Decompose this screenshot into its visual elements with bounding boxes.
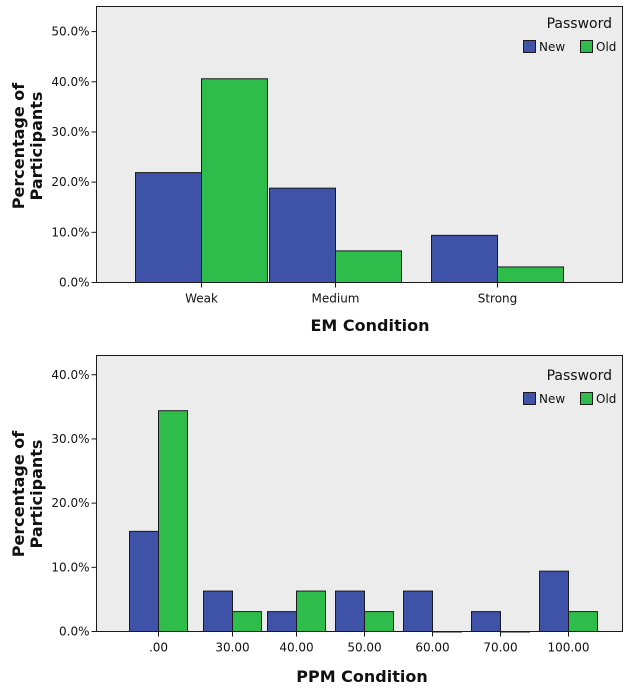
ppm-y-tick-label: 10.0% (51, 560, 89, 574)
em-legend-swatch-old (580, 40, 593, 53)
ppm-legend-swatch-old (580, 392, 593, 405)
ppm-y-tick-label: 30.0% (51, 432, 89, 446)
ppm-y-axis: 0.0% 10.0% 20.0% 30.0% 40.0% (51, 368, 97, 639)
ppm-y-axis-title-line2: Participants (27, 440, 46, 549)
em-bar-new (135, 172, 202, 283)
em-y-tick-label: 10.0% (51, 225, 89, 239)
ppm-x-tick-label: 60.00 (415, 641, 449, 655)
ppm-x-tick-label: 70.00 (483, 641, 517, 655)
em-chart: 0.0% 10.0% 20.0% 30.0% 40.0% 50.0% Weak Medium… (9, 6, 623, 335)
ppm-bar-old (296, 590, 326, 633)
ppm-bars (129, 410, 598, 633)
em-bar-old (335, 250, 402, 283)
em-y-axis-title-line1: Percentage of (9, 82, 28, 210)
em-x-axis: Weak Medium Strong (185, 282, 518, 306)
ppm-bar-new (203, 590, 233, 633)
ppm-x-tick-label: 50.00 (347, 641, 381, 655)
em-y-tick-label: 40.0% (51, 75, 89, 89)
ppm-bar-old (158, 410, 188, 633)
ppm-bar-old (568, 611, 598, 633)
ppm-bar-new (539, 570, 569, 632)
ppm-bar-new (471, 611, 501, 633)
ppm-x-axis-title: PPM Condition (296, 667, 428, 686)
ppm-bar-old (232, 611, 262, 633)
ppm-legend: Password New Old (523, 368, 616, 406)
ppm-bar-old (432, 631, 462, 633)
ppm-x-tick-label: .00 (149, 641, 168, 655)
ppm-x-tick-label: 40.00 (279, 641, 313, 655)
em-y-tick-label: 30.0% (51, 125, 89, 139)
ppm-bar-new (335, 590, 365, 633)
ppm-y-tick-label: 0.0% (59, 625, 90, 639)
ppm-x-tick-label: 100.00 (548, 641, 590, 655)
ppm-x-axis: .00 30.00 40.00 50.00 60.00 70.00 100.00 (149, 631, 590, 655)
em-bars (135, 78, 564, 284)
em-bar-new (269, 187, 336, 284)
ppm-bar-old (500, 631, 530, 633)
ppm-legend-swatch-new (523, 392, 536, 405)
em-bar-new (431, 234, 498, 283)
em-y-axis: 0.0% 10.0% 20.0% 30.0% 40.0% 50.0% (51, 25, 97, 290)
ppm-legend-title: Password (547, 368, 612, 384)
ppm-y-axis-title-line1: Percentage of (9, 430, 28, 558)
ppm-bar-new (129, 530, 159, 632)
ppm-bar-new (403, 590, 433, 633)
ppm-legend-label-old: Old (596, 392, 616, 406)
em-y-tick-label: 20.0% (51, 175, 89, 189)
em-legend-label-new: New (539, 40, 565, 54)
ppm-x-tick-label: 30.00 (215, 641, 249, 655)
em-y-tick-label: 0.0% (59, 276, 90, 290)
em-legend-label-old: Old (596, 40, 616, 54)
em-x-tick-label: Medium (312, 292, 360, 306)
em-bar-old (497, 266, 564, 283)
em-y-axis-title-line2: Participants (27, 92, 46, 201)
ppm-bar-old (364, 611, 394, 633)
em-y-tick-label: 50.0% (51, 25, 89, 39)
em-legend-swatch-new (523, 40, 536, 53)
em-legend-title: Password (547, 16, 612, 32)
ppm-y-tick-label: 40.0% (51, 368, 89, 382)
ppm-chart: 0.0% 10.0% 20.0% 30.0% 40.0% .00 30.00 40.00 50… (9, 355, 623, 686)
em-legend: Password New Old (523, 16, 616, 54)
em-x-tick-label: Weak (185, 292, 218, 306)
em-x-tick-label: Strong (478, 292, 518, 306)
ppm-bar-new (267, 611, 297, 633)
em-x-axis-title: EM Condition (311, 316, 430, 335)
ppm-y-tick-label: 20.0% (51, 496, 89, 510)
ppm-legend-label-new: New (539, 392, 565, 406)
em-bar-old (201, 78, 268, 283)
